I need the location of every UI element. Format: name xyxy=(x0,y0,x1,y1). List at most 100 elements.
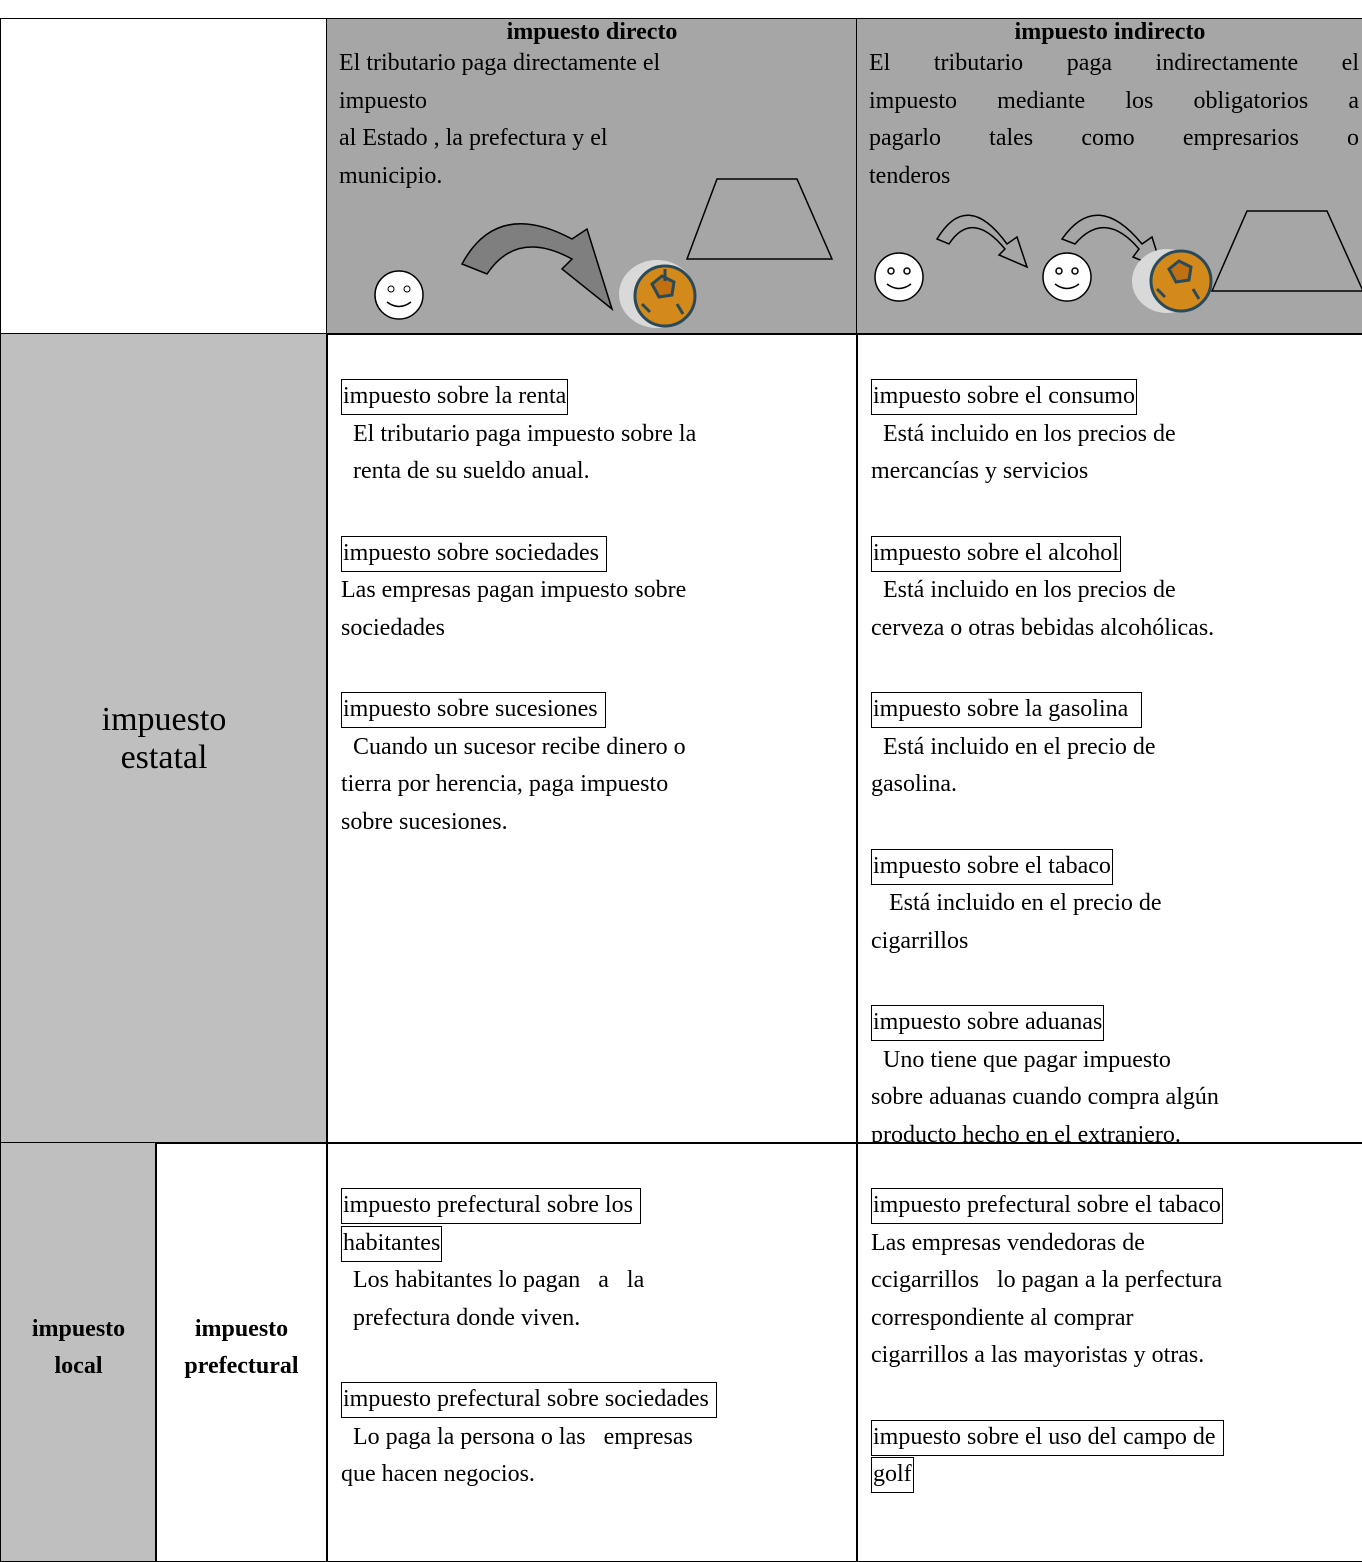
label-line: estatal xyxy=(120,738,208,776)
tax-name-row: impuesto sobre el uso del campo de xyxy=(871,1419,1362,1457)
tax-desc: Los habitantes lo pagan a la xyxy=(341,1267,645,1293)
header-title: impuesto indirecto xyxy=(1014,19,1206,45)
tax-name: golf xyxy=(871,1457,914,1493)
tax-name-row: golf xyxy=(871,1456,1362,1494)
direct-cell: impuesto prefectural sobre los habitante… xyxy=(326,1142,858,1562)
tax-name-row: impuesto sobre aduanas xyxy=(871,1004,1362,1042)
tax-desc: que hacen negocios. xyxy=(341,1461,535,1487)
tax-item: impuesto prefectural sobre los habitante… xyxy=(341,1187,857,1337)
tax-desc: sociedades xyxy=(341,614,445,641)
tax-name: impuesto prefectural sobre los xyxy=(341,1188,641,1224)
header-direct-cell: impuesto directo El tributario paga dire… xyxy=(326,18,858,335)
row-sublabel-cell: impuesto prefectural xyxy=(155,1142,328,1562)
label-line: local xyxy=(54,1353,103,1379)
tax-desc: Está incluido en los precios de xyxy=(871,420,1176,447)
tax-name: impuesto sobre la gasolina xyxy=(871,692,1143,728)
tax-desc: Las empresas pagan impuesto sobre xyxy=(341,577,687,603)
tax-name-row: impuesto prefectural sobre los xyxy=(341,1187,857,1225)
header-text: El tributario paga directamente el impues… xyxy=(327,45,857,195)
tax-desc: Uno tiene que pagar impuesto xyxy=(871,1046,1171,1073)
label-line: impuesto xyxy=(194,1315,289,1342)
tax-name-row: impuesto sobre el consumo xyxy=(871,378,1362,416)
tax-desc: sobre aduanas cuando compra algún xyxy=(871,1084,1219,1110)
tax-name: impuesto sobre el consumo xyxy=(871,379,1137,415)
tax-desc: Está incluido en el precio de xyxy=(871,733,1156,760)
tax-item: impuesto sobre el uso del campo de golf xyxy=(871,1419,1362,1494)
tax-desc: El tributario paga impuesto sobre la xyxy=(341,420,697,447)
header-line: tenderos xyxy=(869,162,951,189)
tax-desc: tierra por herencia, paga impuesto xyxy=(341,771,669,797)
indirect-cell: impuesto sobre el consumo Está incluido … xyxy=(856,333,1362,1144)
tax-name: impuesto sobre sucesiones xyxy=(341,692,606,728)
header-line: al Estado , la prefectura y el xyxy=(339,125,608,151)
tax-desc: cerveza o otras bebidas alcohólicas. xyxy=(871,614,1215,641)
tax-item: impuesto sobre el tabaco Está incluido e… xyxy=(871,848,1362,961)
tax-item: impuesto prefectural sobre el tabaco Las … xyxy=(871,1187,1362,1375)
tax-desc: Las empresas vendedoras de xyxy=(871,1229,1145,1256)
indirect-illustration xyxy=(874,210,1362,313)
tax-name-row: habitantes xyxy=(341,1225,857,1263)
tax-item: impuesto sobre sociedades Las empresas p… xyxy=(341,535,857,648)
tax-name-row: impuesto sobre el tabaco xyxy=(871,848,1362,886)
tax-name-row: impuesto sobre sucesiones xyxy=(341,691,857,729)
tax-item: impuesto sobre la gasolina Está incluido… xyxy=(871,691,1362,804)
tax-item: impuesto sobre la renta El tributario pa… xyxy=(341,378,857,491)
header-title: impuesto directo xyxy=(506,19,678,45)
tax-name: impuesto sobre aduanas xyxy=(871,1005,1105,1041)
tax-desc: Está incluido en el precio de xyxy=(871,890,1162,916)
tax-desc: cigarrillos a las mayoristas y otras. xyxy=(871,1342,1205,1368)
tax-name: impuesto sobre el uso del campo de xyxy=(871,1419,1224,1456)
tax-desc: Lo paga la persona o las empresas xyxy=(341,1423,693,1450)
row-label-cell: impuesto local xyxy=(0,1142,157,1562)
tax-desc: mercancías y servicios xyxy=(871,458,1089,484)
tax-desc: gasolina. xyxy=(871,771,957,797)
header-line: municipio. xyxy=(339,162,443,189)
header-line: impuesto mediante los obligatorios a xyxy=(869,87,1359,114)
row-label: impuesto local xyxy=(1,1143,156,1553)
tax-name: impuesto prefectural sobre el tabaco xyxy=(871,1188,1223,1224)
header-line: El tributario paga directamente el xyxy=(339,50,661,76)
indirect-cell: impuesto prefectural sobre el tabaco Las … xyxy=(856,1142,1362,1562)
tax-name: impuesto prefectural sobre sociedades xyxy=(341,1382,717,1418)
header-text: El tributario paga indirectamente el impu… xyxy=(857,45,1362,195)
tax-item: impuesto sobre sucesiones Cuando un suce… xyxy=(341,691,857,841)
header-line: pagarlo tales como empresarios o xyxy=(869,125,1359,151)
tax-desc: correspondiente al comprar xyxy=(871,1304,1134,1331)
tax-name-row: impuesto prefectural sobre el tabaco xyxy=(871,1187,1362,1225)
tax-desc: renta de su sueldo anual. xyxy=(341,458,590,484)
row-label: impuesto estatal xyxy=(1,334,327,1143)
tax-name-row: impuesto sobre el alcohol xyxy=(871,535,1362,573)
tax-name: impuesto sobre sociedades xyxy=(341,535,607,572)
tax-name: impuesto sobre el tabaco xyxy=(871,848,1113,885)
tax-name-row: impuesto sobre la gasolina xyxy=(871,691,1362,729)
tax-desc: ccigarrillos lo pagan a la perfectura xyxy=(871,1267,1223,1293)
label-line: impuesto xyxy=(101,701,227,738)
label-line: prefectural xyxy=(184,1353,299,1379)
header-line: El tributario paga indirectamente el xyxy=(869,50,1359,76)
tax-name-row: impuesto prefectural sobre sociedades xyxy=(341,1381,857,1419)
tax-item: impuesto prefectural sobre sociedades Lo… xyxy=(341,1381,857,1494)
tax-desc: producto hecho en el extranjero. xyxy=(871,1121,1181,1144)
tax-name: habitantes xyxy=(341,1225,443,1262)
tax-item: impuesto sobre el consumo Está incluido … xyxy=(871,378,1362,491)
direct-cell: impuesto sobre la renta El tributario pa… xyxy=(326,333,858,1144)
tax-desc: prefectura donde viven. xyxy=(341,1304,581,1331)
tax-name: impuesto sobre el alcohol xyxy=(871,535,1121,572)
tax-desc: Cuando un sucesor recibe dinero o xyxy=(341,733,686,760)
label-line: impuesto xyxy=(31,1315,126,1342)
tax-desc: sobre sucesiones. xyxy=(341,808,508,835)
row-sublabel: impuesto prefectural xyxy=(156,1143,327,1553)
row-label-cell: impuesto estatal xyxy=(0,333,328,1144)
tax-item: impuesto sobre aduanas Uno tiene que pag… xyxy=(871,1004,1362,1144)
tax-desc: cigarrillos xyxy=(871,927,969,954)
direct-illustration xyxy=(374,178,834,328)
tax-name-row: impuesto sobre sociedades xyxy=(341,535,857,573)
header-indirect-cell: impuesto indirecto El tributario paga in… xyxy=(856,18,1362,335)
tax-item: impuesto sobre el alcohol Está incluido … xyxy=(871,535,1362,648)
tax-name-row: impuesto sobre la renta xyxy=(341,378,857,416)
tax-desc: Está incluido en los precios de xyxy=(871,577,1176,603)
corner-cell xyxy=(0,18,328,335)
header-line: impuesto xyxy=(339,87,427,114)
tax-name: impuesto sobre la renta xyxy=(341,379,569,415)
